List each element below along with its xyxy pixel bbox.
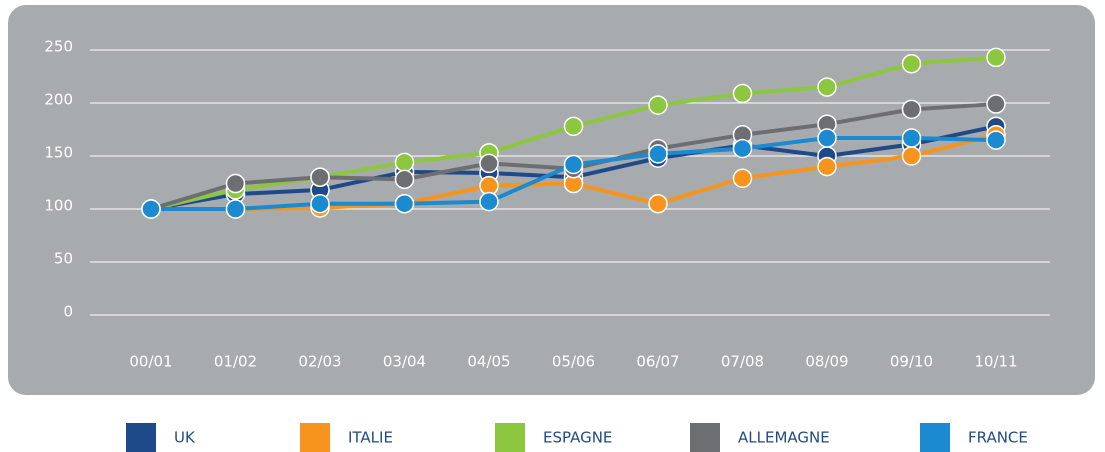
point xyxy=(225,199,246,219)
point xyxy=(817,77,837,97)
point xyxy=(648,95,668,115)
point xyxy=(310,167,330,187)
point xyxy=(141,199,161,219)
point xyxy=(648,193,668,214)
point xyxy=(817,128,837,148)
x-tick-label: 07/08 xyxy=(721,353,764,371)
point xyxy=(901,99,922,120)
legend-swatch xyxy=(300,423,330,452)
point xyxy=(901,146,922,166)
point xyxy=(394,152,415,173)
y-tick-label: 100 xyxy=(44,197,73,215)
y-tick-label: 250 xyxy=(44,38,73,56)
point xyxy=(732,83,753,104)
x-tick-label: 01/02 xyxy=(214,353,257,371)
x-tick-label: 08/09 xyxy=(805,353,848,371)
point xyxy=(648,144,668,164)
x-tick-label: 10/11 xyxy=(974,353,1017,371)
point xyxy=(817,156,837,177)
point xyxy=(732,168,753,189)
point xyxy=(901,128,922,148)
x-tick-label: 02/03 xyxy=(298,353,341,371)
point xyxy=(394,193,415,214)
x-tick-label: 09/10 xyxy=(890,353,933,371)
legend-label: ESPAGNE xyxy=(543,429,612,447)
legend-label: ALLEMAGNE xyxy=(738,429,830,447)
legend-swatch xyxy=(495,423,525,452)
legend-label: ITALIE xyxy=(348,429,393,447)
x-tick-label: 03/04 xyxy=(383,353,426,371)
point xyxy=(563,116,584,137)
x-tick-label: 04/05 xyxy=(467,353,510,371)
x-tick-label: 06/07 xyxy=(636,353,679,371)
point xyxy=(986,94,1006,114)
y-tick-label: 200 xyxy=(44,91,73,109)
y-tick-label: 0 xyxy=(63,303,73,321)
point xyxy=(479,153,499,174)
legend-label: UK xyxy=(174,429,196,447)
legend-label: FRANCE xyxy=(968,429,1028,447)
point xyxy=(732,138,753,159)
legend-swatch xyxy=(920,423,950,452)
point xyxy=(986,47,1006,68)
point xyxy=(225,173,246,194)
x-tick-label: 05/06 xyxy=(552,353,595,371)
point xyxy=(563,154,584,175)
x-tick-label: 00/01 xyxy=(129,353,172,371)
legend-swatch xyxy=(126,423,156,452)
point xyxy=(986,130,1006,150)
point xyxy=(901,54,922,74)
point xyxy=(479,191,499,212)
point xyxy=(394,169,415,190)
legend-swatch xyxy=(690,423,720,452)
point xyxy=(310,193,330,214)
y-tick-label: 50 xyxy=(54,250,73,268)
y-tick-label: 150 xyxy=(44,144,73,162)
